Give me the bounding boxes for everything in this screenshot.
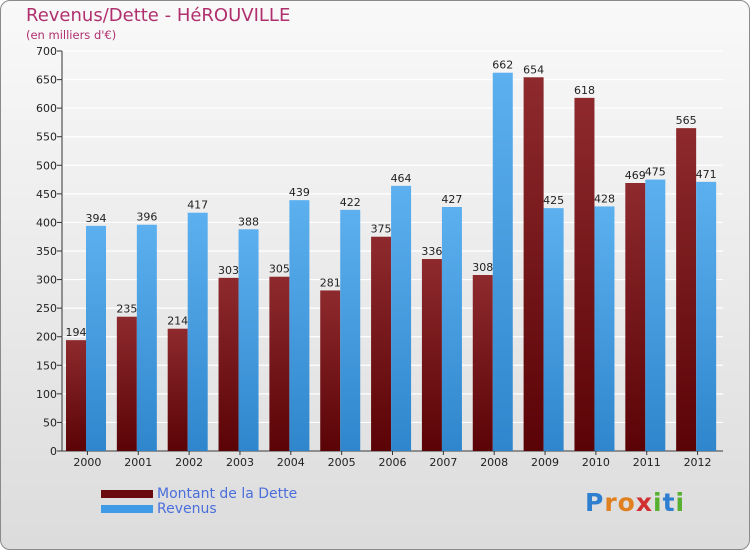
data-label: 303	[218, 264, 239, 277]
bar-dette	[523, 77, 544, 452]
chart-subtitle: (en milliers d'€)	[26, 28, 117, 42]
x-tick-label: 2006	[379, 456, 407, 469]
y-tick-label: 500	[36, 159, 57, 172]
x-tick-label: 2001	[124, 456, 152, 469]
x-tick-label: 2003	[226, 456, 254, 469]
data-label: 235	[116, 303, 137, 316]
legend-swatch-revenus	[101, 505, 153, 513]
y-tick-label: 550	[36, 131, 57, 144]
bar-revenus	[289, 200, 310, 451]
data-label: 471	[696, 168, 717, 181]
bar-dette	[66, 340, 86, 451]
bar-dette	[116, 316, 137, 451]
bar-revenus	[391, 185, 412, 451]
data-label: 464	[391, 172, 412, 185]
bar-dette	[371, 236, 392, 451]
data-label: 388	[238, 215, 259, 228]
data-label: 396	[136, 211, 157, 224]
data-label: 439	[289, 186, 310, 199]
axes: 0 50 100 150 200 250 300 350 400 450 500 550 600 650 7…	[36, 45, 723, 469]
logo-letter: P	[585, 488, 605, 517]
y-tick-label: 50	[43, 416, 57, 429]
data-label: 194	[66, 326, 87, 339]
bar-dette	[421, 259, 442, 451]
data-label: 375	[371, 223, 392, 236]
x-tick-label: 2004	[277, 456, 305, 469]
y-tick-label: 250	[36, 302, 57, 315]
y-tick-label: 650	[36, 74, 57, 87]
bars	[66, 72, 717, 452]
data-label: 654	[523, 63, 544, 76]
logo-letter: i	[675, 488, 686, 517]
x-tick-label: 2010	[582, 456, 610, 469]
bar-dette	[574, 97, 595, 451]
data-label: 565	[676, 114, 697, 127]
y-tick-label: 600	[36, 102, 57, 115]
bar-dette	[167, 328, 188, 451]
x-tick-label: 2000	[73, 456, 101, 469]
data-label: 428	[594, 192, 615, 205]
bar-revenus	[543, 208, 564, 451]
y-tick-label: 100	[36, 388, 57, 401]
x-tick-label: 2005	[328, 456, 356, 469]
data-label: 425	[543, 194, 564, 207]
x-tick-label: 2002	[175, 456, 203, 469]
bar-revenus	[238, 229, 259, 451]
data-label: 336	[421, 245, 442, 258]
chart-title: Revenus/Dette - HéROUVILLE	[26, 5, 291, 26]
legend-label-revenus: Revenus	[157, 501, 217, 517]
x-tick-label: 2007	[429, 456, 457, 469]
bar-dette	[269, 276, 290, 451]
logo-letter: t	[662, 488, 676, 517]
y-tick-label: 400	[36, 216, 57, 229]
data-label: 308	[472, 261, 493, 274]
data-label: 281	[320, 276, 341, 289]
y-tick-label: 0	[50, 445, 57, 458]
y-tick-label: 350	[36, 245, 57, 258]
bar-revenus	[187, 212, 208, 451]
y-tick-label: 150	[36, 359, 57, 372]
y-tick-label: 300	[36, 274, 57, 287]
data-label: 662	[492, 59, 513, 72]
value-labels: 194 394 235 396 214 417 303 388 305 439 281 422 375 4…	[66, 59, 717, 339]
x-tick-label: 2009	[531, 456, 559, 469]
data-label: 427	[441, 193, 462, 206]
logo-letter: r	[604, 488, 618, 517]
data-label: 422	[340, 196, 361, 209]
legend-swatch-dette	[101, 490, 153, 498]
data-label: 214	[167, 315, 188, 328]
bar-revenus	[136, 224, 157, 451]
data-label: 618	[574, 84, 595, 97]
data-label: 417	[187, 199, 208, 212]
y-tick-label: 700	[36, 45, 57, 58]
bar-dette	[676, 128, 697, 451]
bar-dette	[472, 275, 493, 451]
bar-revenus	[340, 209, 361, 451]
x-tick-label: 2011	[633, 456, 661, 469]
data-label: 469	[625, 169, 646, 182]
bar-revenus	[441, 207, 462, 451]
bar-revenus	[696, 181, 717, 451]
bar-dette	[625, 183, 646, 451]
logo-letter: i	[653, 488, 663, 517]
y-tick-label: 450	[36, 188, 57, 201]
bar-dette	[218, 277, 239, 451]
bar-revenus	[86, 225, 106, 451]
bar-dette	[320, 290, 341, 451]
data-label: 394	[86, 212, 107, 225]
bar-revenus	[594, 206, 615, 451]
legend-label-dette: Montant de la Dette	[157, 486, 298, 502]
logo-letter: x	[635, 488, 653, 517]
proxiti-logo: Proxiti	[585, 488, 685, 517]
data-label: 475	[645, 166, 666, 179]
x-tick-label: 2008	[480, 456, 508, 469]
bar-revenus	[645, 179, 666, 452]
data-label: 305	[269, 263, 290, 276]
x-tick-label: 2012	[684, 456, 712, 469]
bar-revenus	[492, 72, 513, 451]
y-tick-label: 200	[36, 331, 57, 344]
logo-letter: o	[617, 488, 636, 517]
